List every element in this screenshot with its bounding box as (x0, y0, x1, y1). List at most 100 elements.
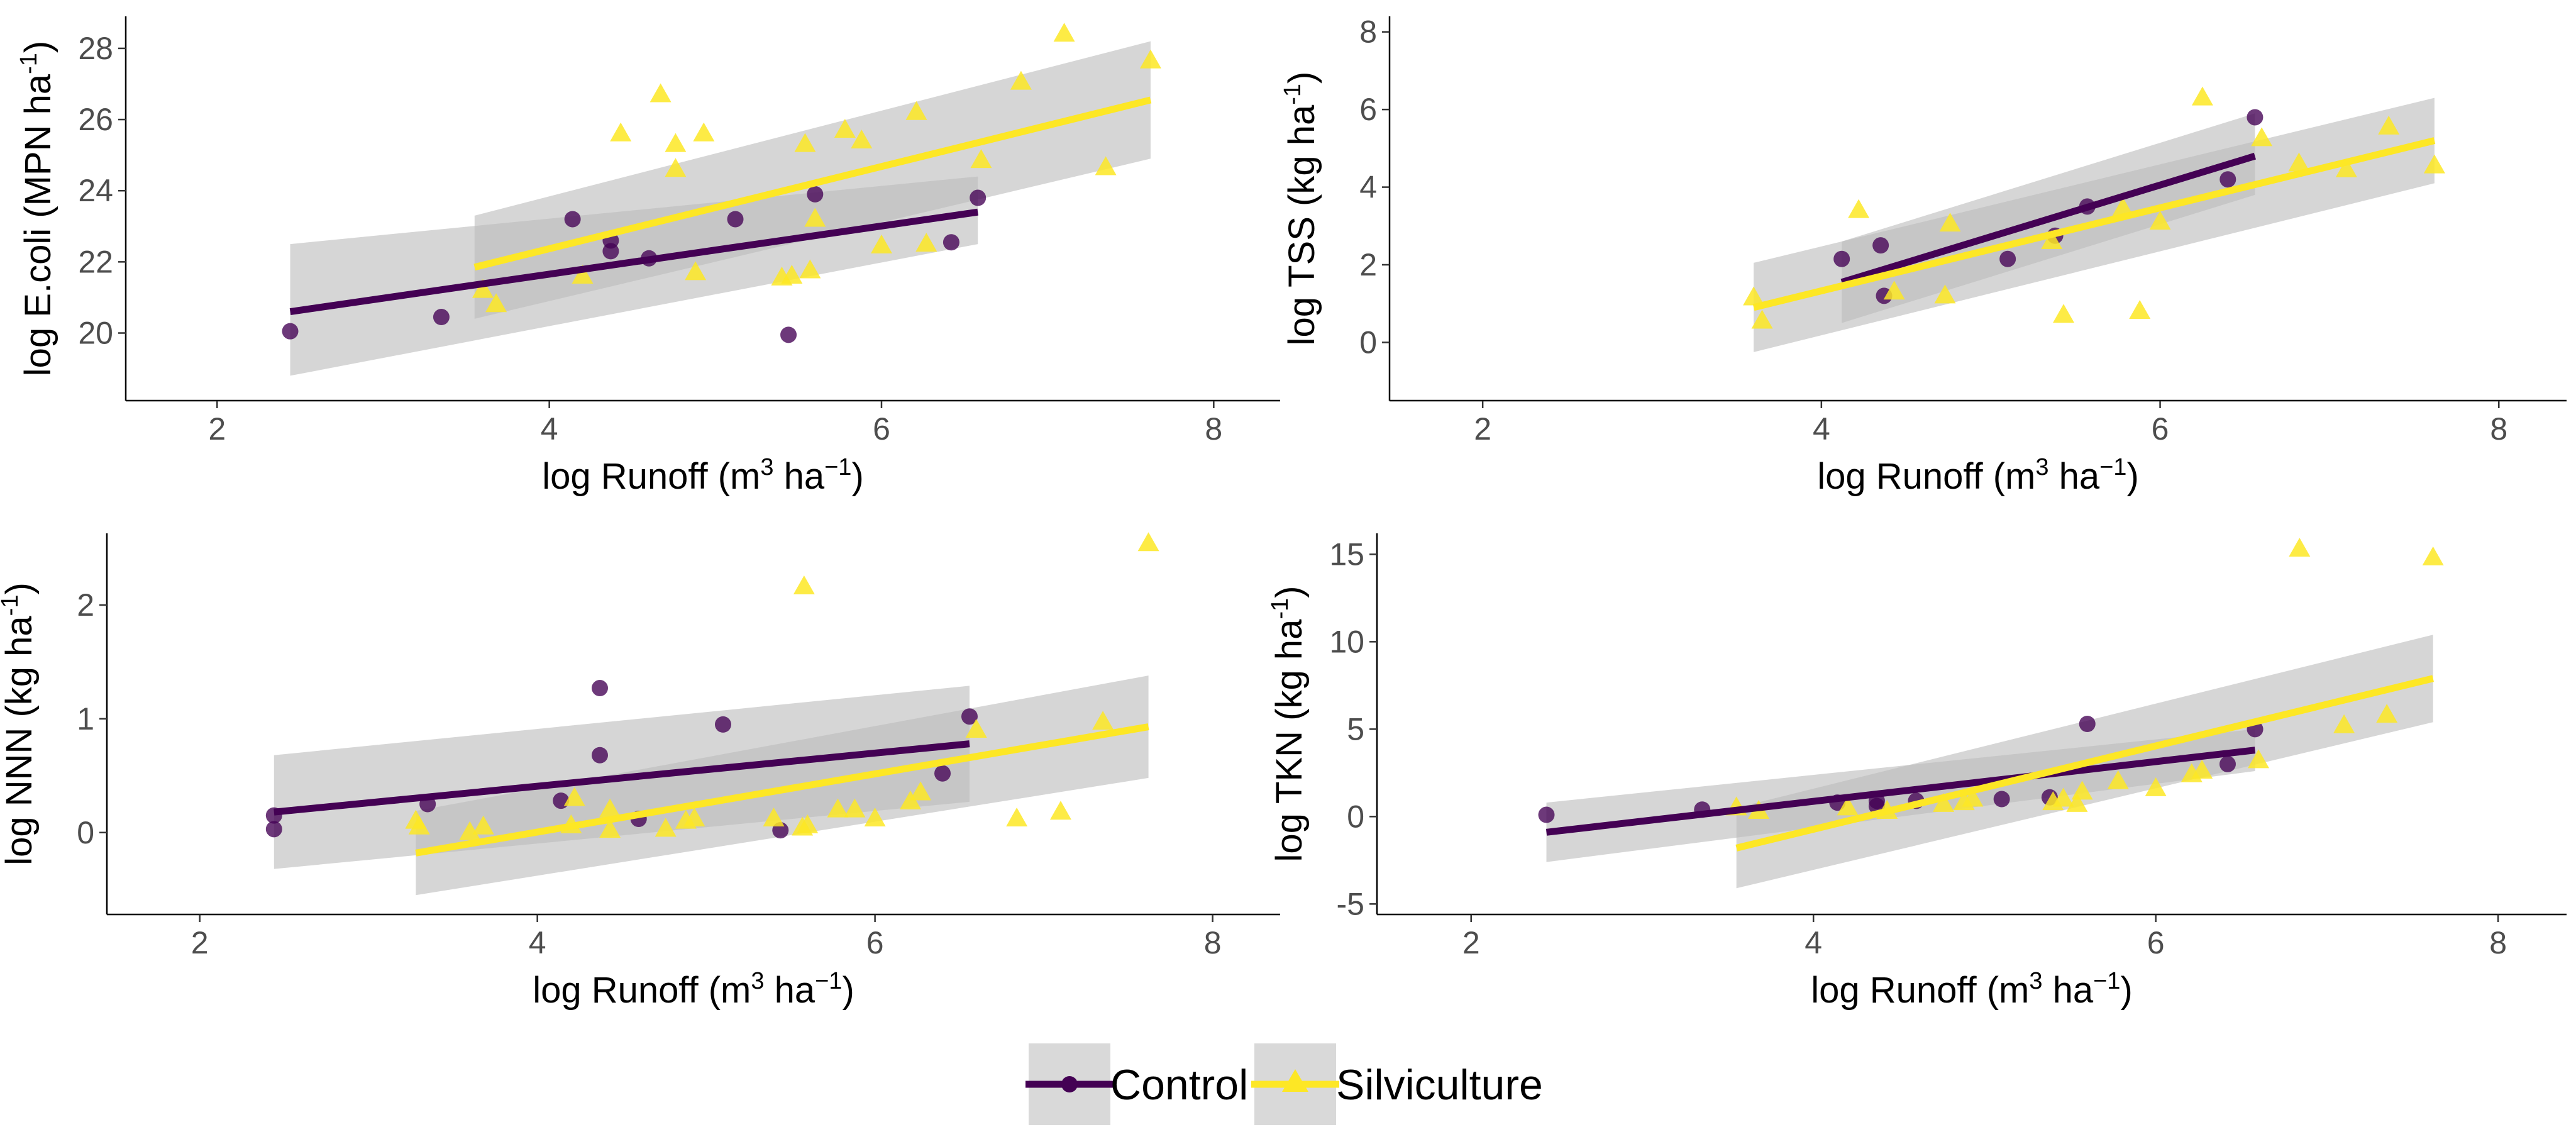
y-tick-label: -5 (1337, 886, 1364, 921)
point-silviculture (864, 808, 886, 827)
point-control (727, 211, 744, 228)
y-tick-label: 2 (1359, 247, 1377, 282)
point-control (1999, 250, 2016, 267)
point-control (970, 189, 987, 206)
point-silviculture (2041, 230, 2063, 249)
y-axis-title: log NNN (kg ha-1) (0, 582, 40, 865)
point-silviculture (1848, 199, 1870, 218)
legend: Control Silviculture (1025, 1043, 1543, 1125)
point-silviculture (851, 130, 873, 149)
point-control (553, 792, 570, 809)
x-tick-label: 4 (529, 925, 546, 960)
y-tick-label: 8 (1359, 14, 1377, 50)
point-silviculture (683, 808, 705, 827)
y-tick-label: 10 (1329, 624, 1364, 659)
y-tick-label: 5 (1347, 711, 1364, 747)
point-silviculture (2052, 787, 2074, 807)
point-silviculture (910, 781, 932, 801)
point-silviculture (563, 787, 585, 806)
y-tick-label: 26 (78, 102, 113, 137)
x-tick-label: 6 (2152, 411, 2169, 447)
y-tick-label: 24 (78, 173, 113, 208)
point-silviculture (1939, 213, 1961, 232)
legend-label-silviculture: Silviculture (1336, 1061, 1543, 1109)
point-silviculture (2149, 211, 2171, 230)
point-control (591, 747, 608, 764)
x-tick-label: 8 (2490, 411, 2507, 447)
point-silviculture (2066, 792, 2088, 812)
point-control (433, 309, 450, 326)
point-silviculture (2247, 749, 2269, 769)
point-control (2079, 716, 2096, 732)
point-silviculture (485, 293, 507, 313)
x-tick-label: 6 (866, 925, 884, 960)
point-silviculture (650, 83, 672, 103)
point-silviculture (2191, 760, 2213, 779)
x-tick-label: 2 (191, 925, 209, 960)
point-silviculture (1006, 808, 1028, 827)
point-silviculture (1095, 156, 1117, 175)
point-silviculture (970, 149, 992, 169)
point-silviculture (2335, 158, 2357, 177)
point-control (2247, 109, 2264, 126)
x-axis-title: log Runoff (m3 ha−1) (533, 968, 854, 1011)
ci-band-silviculture (416, 675, 1149, 896)
point-control (2219, 755, 2236, 772)
fit-line-silviculture (415, 723, 1149, 857)
point-silviculture (685, 261, 707, 281)
point-silviculture (1743, 286, 1765, 306)
point-silviculture (1933, 792, 1955, 812)
point-silviculture (472, 279, 494, 298)
point-silviculture (794, 133, 816, 152)
point-silviculture (1962, 787, 1984, 807)
panel-nnn: 2 4 6 8 0 1 2 log Runoff (m3 ha−1) log NNN (kg h… (0, 532, 1280, 1011)
point-silviculture (1092, 711, 1114, 730)
fit-line-silviculture (1752, 137, 2436, 311)
point-silviculture (2333, 714, 2355, 733)
legend-key-silviculture-marker (1282, 1069, 1308, 1092)
y-axis-title: log TKN (kg ha-1) (1267, 586, 1310, 862)
fit-line-control (274, 740, 970, 816)
y-tick-label: 20 (78, 316, 113, 351)
panel-tkn: 2 4 6 8 -5 0 5 10 15 log Runoff (m3 ha−1) log TKN … (1267, 533, 2567, 1011)
point-silviculture (763, 808, 785, 827)
x-tick-label: 4 (541, 411, 558, 447)
point-silviculture (2289, 538, 2311, 557)
x-axis-title: log Runoff (m3 ha−1) (1811, 968, 2133, 1011)
point-control (780, 326, 797, 343)
point-control (943, 234, 959, 251)
x-tick-label: 6 (2147, 925, 2165, 960)
x-tick-label: 4 (1813, 411, 1830, 447)
point-silviculture (781, 264, 803, 284)
point-silviculture (2071, 781, 2093, 800)
y-tick-label: 0 (1347, 799, 1364, 834)
point-control (714, 716, 731, 733)
point-silviculture (1837, 796, 1859, 816)
y-tick-label: 28 (78, 31, 113, 66)
point-silviculture (2422, 546, 2444, 565)
point-silviculture (2107, 770, 2129, 789)
point-silviculture (1751, 309, 1773, 329)
x-tick-label: 6 (873, 411, 890, 447)
point-silviculture (1934, 284, 1956, 304)
y-tick-label: 6 (1359, 92, 1377, 127)
point-silviculture (915, 233, 937, 252)
y-tick-label: 0 (77, 815, 94, 850)
point-silviculture (804, 208, 826, 227)
x-axis-title: log Runoff (m3 ha−1) (542, 454, 864, 497)
y-tick-label: 0 (1359, 325, 1377, 360)
point-silviculture (610, 122, 632, 142)
y-tick-label: 1 (77, 701, 94, 736)
point-silviculture (408, 815, 430, 835)
point-control (807, 186, 824, 203)
point-silviculture (599, 798, 621, 818)
point-silviculture (1010, 70, 1032, 90)
y-axis-title: log TSS (kg ha-1) (1280, 72, 1322, 346)
point-control (282, 323, 299, 340)
point-silviculture (459, 821, 481, 840)
point-silviculture (827, 798, 849, 818)
panel-tss: 2 4 6 8 0 2 4 6 8 log Runoff (m3 ha−1) log TSS (kg… (1280, 14, 2567, 497)
